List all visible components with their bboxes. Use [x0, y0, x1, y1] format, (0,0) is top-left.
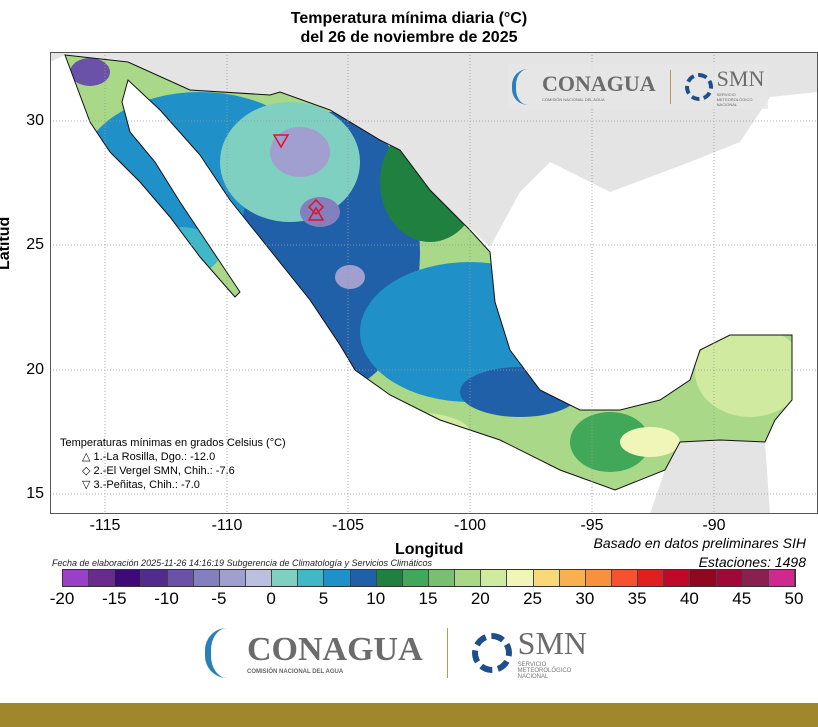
smn-logo-icon — [684, 72, 713, 101]
y-tick: 20 — [26, 361, 44, 378]
colorbar-bin — [533, 570, 560, 586]
colorbar-bin — [585, 570, 612, 586]
conagua-subtitle: COMISIÓN NACIONAL DEL AGUA — [247, 668, 344, 675]
triangle-down-icon: ▽ — [82, 479, 91, 491]
colorbar-bin — [455, 570, 482, 586]
logo-divider — [669, 69, 671, 104]
y-tick: 30 — [26, 112, 44, 129]
logo-header: CONAGUA COMISIÓN NACIONAL DEL AGUA SMN S… — [508, 64, 769, 109]
y-tick: 25 — [26, 236, 44, 253]
colorbar-bin — [63, 570, 90, 586]
colorbar-tick: -20 — [49, 589, 75, 608]
colorbar-tick: 5 — [318, 589, 329, 608]
colorbar — [62, 569, 796, 587]
smn-wordmark: SMN — [517, 625, 588, 661]
colorbar-bin — [690, 570, 717, 586]
colorbar-bin — [324, 570, 351, 586]
triangle-up-icon: △ — [82, 451, 91, 463]
map-plot: CONAGUA COMISIÓN NACIONAL DEL AGUA SMN S… — [50, 52, 818, 514]
conagua-subtitle: COMISIÓN NACIONAL DEL AGUA — [542, 97, 605, 102]
data-source-note: Basado en datos preliminares SIH — [593, 535, 806, 551]
colorbar-bin — [402, 570, 429, 586]
station-count: Estaciones: 1498 — [698, 554, 806, 570]
central-america-landmass — [650, 440, 770, 514]
colorbar-bin — [167, 570, 194, 586]
colorbar-bin — [611, 570, 639, 586]
temperature-map — [50, 52, 818, 514]
colorbar-bin — [115, 570, 142, 586]
extremes-legend: Temperaturas mínimas en grados Celsius (… — [60, 436, 286, 492]
colorbar-bin — [298, 570, 325, 586]
x-tick: -110 — [211, 517, 243, 534]
colorbar-tick: 15 — [418, 589, 438, 608]
colorbar-bin — [507, 570, 534, 586]
x-tick: -90 — [702, 517, 726, 534]
colorbar-tick: 20 — [470, 589, 490, 608]
smn-wordmark: SMN — [716, 66, 765, 91]
colorbar-bin — [559, 570, 586, 586]
colorbar-bin — [141, 570, 168, 586]
x-axis-label: Longitud — [395, 541, 464, 558]
conagua-wordmark: CONAGUA — [542, 71, 656, 96]
colorbar-bin — [768, 570, 795, 586]
chart-subtitle: del 26 de noviembre de 2025 — [300, 29, 518, 46]
y-axis-label: Latitud — [0, 216, 13, 270]
x-tick: -105 — [331, 517, 365, 534]
colorbar-bin — [272, 570, 299, 586]
smn-subtitle: SERVICIO METEOROLÓGICO NACIONAL — [517, 662, 572, 680]
colorbar-bin — [638, 570, 665, 586]
colorbar-tick: 40 — [679, 589, 699, 608]
station-marker-la-rosilla[interactable] — [307, 206, 325, 221]
colorbar-bin — [193, 570, 220, 586]
colorbar-bin — [219, 570, 246, 586]
logo-footer: CONAGUA COMISIÓN NACIONAL DEL AGUA SMN S… — [205, 625, 587, 680]
colorbar-tick: 35 — [627, 589, 647, 608]
logo-divider — [446, 627, 448, 678]
x-tick: -100 — [453, 517, 487, 534]
colorbar-bin — [376, 570, 403, 586]
colorbar-bin — [350, 570, 377, 586]
conagua-logo-icon — [205, 627, 241, 678]
conagua-logo-icon — [512, 68, 538, 105]
colorbar-tick: -15 — [101, 589, 127, 608]
legend-item: 3.-Peñitas, Chih.: -7.0 — [93, 479, 200, 491]
legend-item: 2.-El Vergel SMN, Chih.: -7.6 — [93, 465, 235, 477]
colorbar-tick: 50 — [784, 589, 804, 608]
diamond-icon: ◇ — [82, 465, 91, 477]
colorbar-bin — [89, 570, 116, 586]
gridlines — [50, 52, 818, 514]
station-marker-el-vergel[interactable] — [307, 198, 325, 216]
colorbar-tick: 10 — [366, 589, 386, 608]
legend-item: 1.-La Rosilla, Dgo.: -12.0 — [93, 451, 216, 463]
colorbar-bin — [742, 570, 769, 586]
legend-title: Temperaturas mínimas en grados Celsius (… — [60, 437, 286, 449]
y-tick: 15 — [26, 485, 44, 502]
x-tick: -115 — [89, 517, 121, 534]
colorbar-bin — [245, 570, 273, 586]
colorbar-bin — [481, 570, 508, 586]
chart-title: Temperatura mínima diaria (°C) — [290, 10, 528, 27]
colorbar-tick: 30 — [575, 589, 595, 608]
colorbar-tick: 45 — [732, 589, 752, 608]
colorbar-bin — [428, 570, 456, 586]
smn-logo-icon — [471, 632, 512, 673]
colorbar-tick: -5 — [211, 589, 227, 608]
creation-date-note: Fecha de elaboración 2025-11-26 14:16:19… — [52, 558, 433, 568]
colorbar-tick: -10 — [154, 589, 179, 608]
station-marker-penitas[interactable] — [272, 134, 290, 149]
colorbar-tick: 25 — [523, 589, 543, 608]
colorbar-bin — [664, 570, 691, 586]
smn-subtitle: SERVICIO METEOROLÓGICO NACIONAL — [716, 92, 753, 107]
colorbar-tick: 0 — [266, 589, 276, 608]
conagua-wordmark: CONAGUA — [247, 630, 423, 668]
x-tick: -95 — [580, 517, 604, 534]
colorbar-bin — [716, 570, 743, 586]
footer-band — [0, 703, 818, 727]
